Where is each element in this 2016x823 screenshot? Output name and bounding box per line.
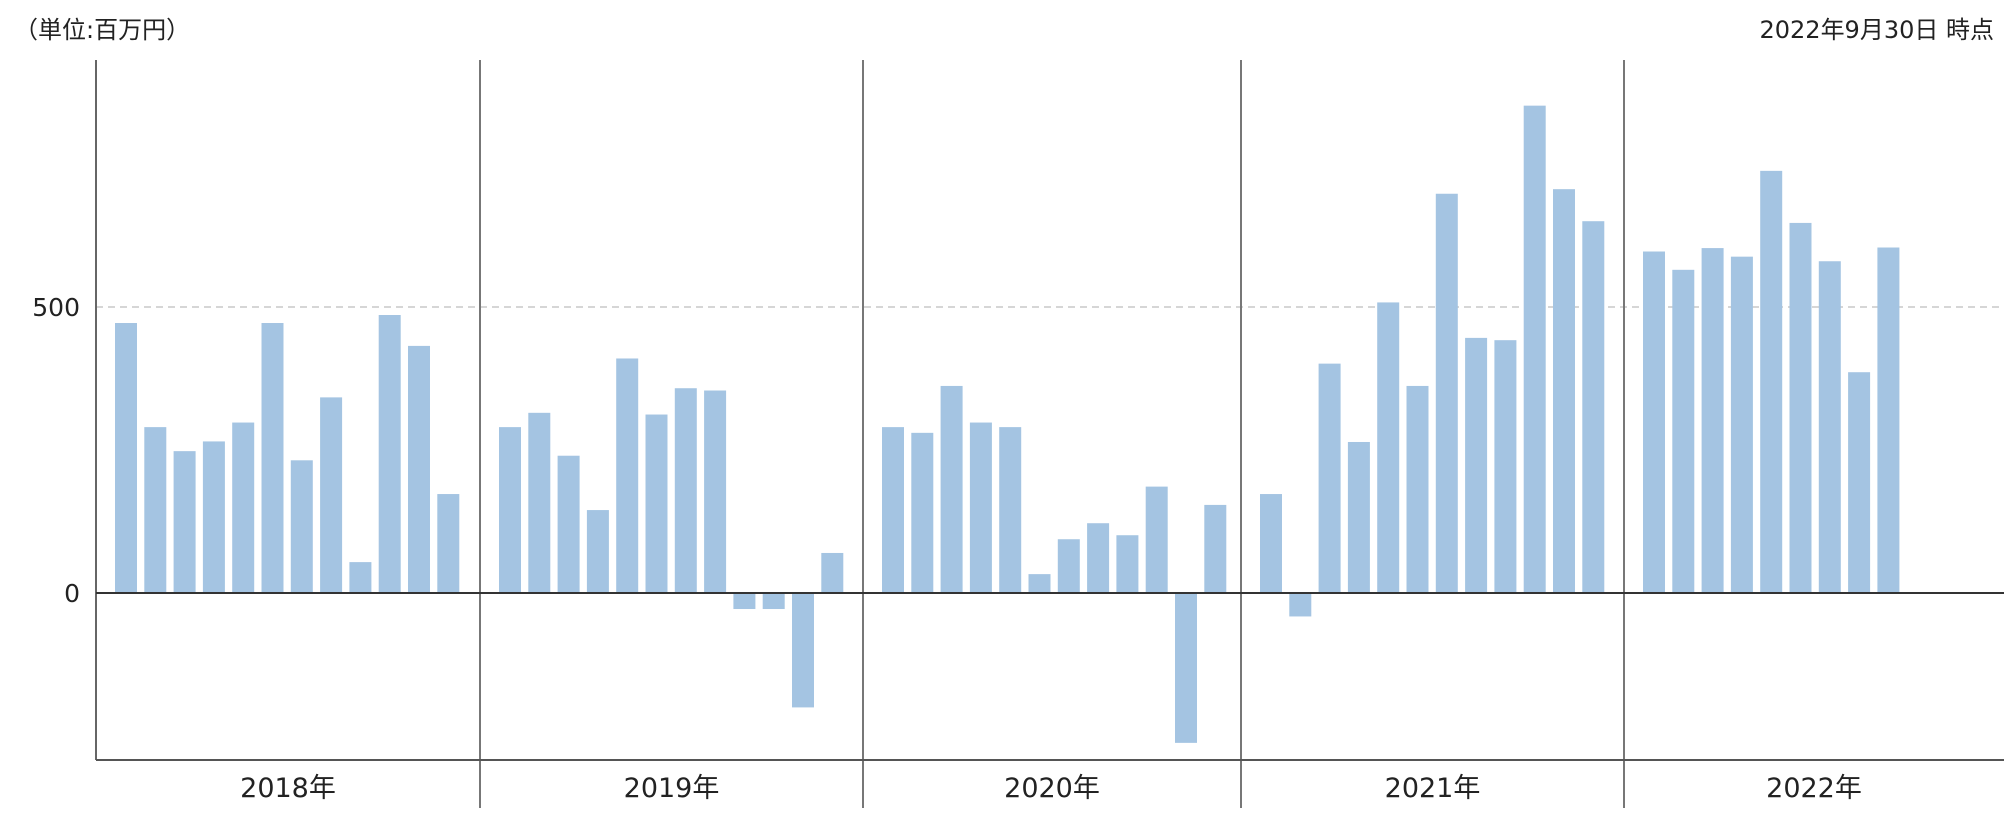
bar-2020-10 — [1145, 486, 1168, 593]
y-tick-label-0: 0 — [64, 579, 80, 608]
bar-2022-1 — [1643, 251, 1665, 594]
bar-2018-7 — [290, 460, 313, 593]
bar-2019-9 — [733, 593, 756, 610]
bar-2021-8 — [1465, 337, 1488, 593]
bar-2020-11 — [1175, 593, 1197, 743]
bar-2018-12 — [437, 494, 460, 593]
bar-2019-8 — [704, 390, 727, 593]
bar-2019-7 — [674, 388, 697, 593]
bar-2020-8 — [1087, 523, 1110, 593]
bar-2022-8 — [1848, 372, 1871, 593]
bar-2021-5 — [1377, 302, 1400, 593]
bar-2018-11 — [408, 345, 430, 593]
bar-2021-10 — [1523, 105, 1546, 593]
bar-2019-12 — [821, 552, 844, 593]
bar-2018-3 — [173, 451, 196, 593]
unit-label: （単位:百万円） — [14, 16, 191, 44]
bar-2021-9 — [1494, 340, 1517, 593]
bar-2021-2 — [1289, 593, 1312, 617]
bars — [115, 105, 1900, 743]
year-labels: 2018年 2019年 2020年 2021年 2022年 — [240, 773, 1862, 804]
year-label-2019: 2019年 — [624, 773, 720, 804]
bar-2019-3 — [557, 455, 580, 593]
bar-2019-5 — [616, 358, 639, 593]
bar-2020-4 — [969, 422, 992, 593]
bar-2021-6 — [1406, 385, 1429, 593]
bar-2022-5 — [1760, 170, 1783, 593]
bar-2020-12 — [1204, 504, 1227, 593]
bar-2022-2 — [1672, 269, 1695, 593]
bar-2020-5 — [999, 427, 1022, 593]
bar-2019-2 — [528, 412, 551, 593]
bar-2018-2 — [144, 427, 167, 593]
bar-2018-5 — [232, 422, 255, 593]
bar-2022-4 — [1730, 256, 1753, 593]
bar-2022-7 — [1818, 261, 1841, 593]
bar-2018-10 — [378, 315, 401, 593]
bar-2019-11 — [792, 593, 814, 708]
bar-2021-4 — [1347, 441, 1370, 593]
bar-2019-4 — [586, 510, 609, 593]
bar-2022-3 — [1701, 248, 1724, 594]
bar-2018-9 — [349, 562, 372, 593]
year-label-2018: 2018年 — [240, 773, 336, 804]
year-label-2021: 2021年 — [1385, 773, 1481, 804]
bar-2019-10 — [762, 593, 785, 610]
bar-2021-11 — [1553, 189, 1575, 593]
y-tick-label-500: 500 — [32, 293, 80, 322]
as-of-date-label: 2022年9月30日 時点 — [1759, 16, 1994, 44]
bar-2022-9 — [1877, 247, 1900, 593]
bar-2020-7 — [1057, 539, 1080, 593]
bar-2020-6 — [1028, 574, 1051, 593]
bar-2020-9 — [1116, 535, 1139, 593]
bar-2022-6 — [1789, 222, 1812, 593]
bar-2019-1 — [499, 427, 521, 593]
bar-2018-8 — [320, 397, 343, 593]
bar-2020-3 — [940, 385, 963, 593]
year-label-2022: 2022年 — [1766, 773, 1862, 804]
year-label-2020: 2020年 — [1004, 773, 1100, 804]
y-tick-labels: 0 500 — [32, 293, 80, 608]
bar-2018-4 — [202, 441, 225, 593]
bar-2020-1 — [882, 427, 904, 593]
bar-2021-7 — [1435, 193, 1458, 593]
bar-2021-1 — [1260, 494, 1282, 593]
bar-2020-2 — [911, 432, 934, 593]
bar-2021-12 — [1582, 221, 1605, 593]
bar-2019-6 — [645, 414, 668, 593]
bar-2021-3 — [1318, 363, 1341, 593]
bar-2018-1 — [115, 323, 137, 593]
axes — [95, 60, 2004, 808]
bar-2018-6 — [261, 323, 284, 593]
